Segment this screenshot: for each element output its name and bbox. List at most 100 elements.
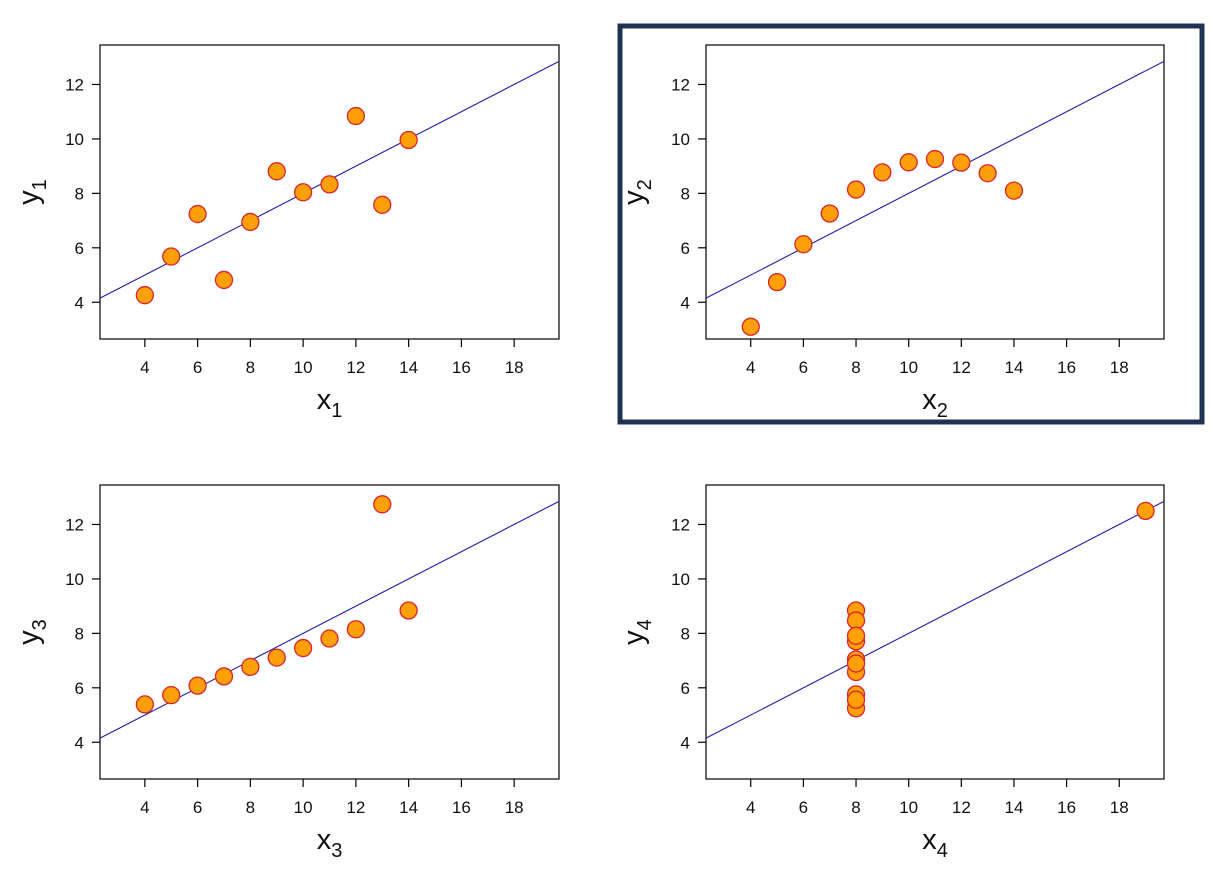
y-axis-label-subscript: 4: [634, 619, 656, 630]
data-point: [241, 657, 260, 676]
data-point: [293, 183, 313, 202]
data-point: [873, 163, 892, 182]
x-tick-label: 4: [140, 358, 149, 377]
y-tick-label: 8: [75, 184, 84, 203]
x-tick-label: 12: [952, 358, 971, 377]
x-tick-label: 10: [899, 358, 918, 377]
data-point: [373, 195, 392, 214]
x-tick-label: 8: [851, 798, 860, 817]
x-tick-label: 4: [140, 798, 149, 817]
regression-line: [705, 60, 1165, 299]
x-axis-label-main: x: [922, 384, 937, 416]
x-axis-label-subscript: 1: [331, 400, 342, 422]
y-tick-label: 4: [75, 733, 84, 752]
y-tick-label: 12: [65, 75, 84, 94]
data-point: [214, 667, 234, 686]
x-tick-label: 16: [452, 798, 471, 817]
x-tick-label: 14: [1005, 358, 1024, 377]
data-point: [188, 676, 207, 695]
x-tick-label: 14: [399, 358, 418, 377]
x-tick-label: 14: [1005, 798, 1024, 817]
x-tick-label: 6: [799, 798, 808, 817]
y-axis-label-main: y: [13, 190, 45, 205]
x-axis-label-subscript: 2: [937, 400, 948, 422]
y-tick-label: 8: [681, 624, 690, 643]
y-axis-label-subscript: 3: [29, 619, 51, 630]
y-axis-label: y2: [618, 179, 656, 205]
x-axis-label-main: x: [317, 824, 332, 856]
x-axis-label-subscript: 3: [331, 840, 342, 862]
data-point: [820, 204, 839, 223]
y-tick-label: 6: [681, 239, 690, 258]
plot-frame: [705, 44, 1165, 340]
x-tick-label: 8: [246, 798, 255, 817]
plot-frame: [99, 484, 560, 780]
x-tick-label: 12: [346, 798, 365, 817]
y-tick-label: 12: [671, 515, 690, 534]
data-point: [320, 629, 339, 648]
data-point: [267, 648, 286, 667]
data-point: [952, 153, 971, 172]
y-tick-label: 8: [681, 184, 690, 203]
x-tick-label: 16: [1057, 358, 1076, 377]
y-tick-label: 12: [671, 75, 690, 94]
data-point: [214, 270, 234, 290]
data-point: [399, 130, 418, 150]
x-tick-label: 8: [851, 358, 860, 377]
data-point: [373, 495, 392, 514]
y-tick-label: 10: [671, 130, 690, 149]
data-point: [241, 212, 260, 232]
y-tick-label: 10: [65, 570, 84, 589]
data-point: [846, 180, 866, 199]
data-point: [346, 620, 366, 639]
data-point: [767, 272, 787, 292]
data-point: [741, 317, 760, 336]
data-point: [188, 204, 207, 224]
data-point: [346, 106, 366, 126]
data-point: [293, 638, 313, 658]
x-axis-label-main: x: [317, 384, 332, 416]
y-tick-label: 4: [681, 293, 690, 312]
x-axis-label: x4: [922, 824, 948, 862]
data-point: [135, 695, 154, 714]
data-point: [135, 286, 154, 305]
y-tick-label: 4: [75, 293, 84, 312]
data-point: [846, 690, 866, 709]
plot-frame: [99, 44, 560, 340]
x-axis-label: x2: [922, 384, 948, 422]
data-point: [399, 601, 418, 620]
regression-line: [705, 500, 1165, 739]
selected-panel-highlight: [617, 23, 1205, 425]
x-tick-label: 10: [294, 798, 313, 817]
data-point: [794, 235, 813, 254]
data-point: [1004, 181, 1024, 200]
x-axis-label-subscript: 4: [937, 840, 948, 862]
x-axis-label-main: x: [922, 824, 937, 856]
x-tick-label: 6: [193, 358, 202, 377]
x-tick-label: 18: [505, 358, 524, 377]
data-point: [267, 162, 286, 181]
y-axis-label-subscript: 2: [634, 179, 656, 190]
y-tick-label: 8: [75, 624, 84, 643]
data-point: [846, 654, 866, 673]
data-point: [899, 153, 918, 172]
x-axis-label: x1: [317, 384, 343, 422]
x-tick-label: 16: [1057, 798, 1076, 817]
y-axis-label-main: y: [13, 630, 45, 645]
x-tick-label: 8: [246, 358, 255, 377]
x-tick-label: 4: [746, 798, 755, 817]
y-tick-label: 10: [671, 570, 690, 589]
y-axis-label-main: y: [618, 630, 650, 645]
data-point: [162, 686, 181, 705]
data-point: [162, 247, 181, 266]
x-tick-label: 18: [1110, 798, 1129, 817]
plot-frame: [705, 484, 1165, 780]
data-point: [320, 175, 339, 194]
x-tick-label: 18: [1110, 358, 1129, 377]
x-tick-label: 12: [346, 358, 365, 377]
data-point: [846, 611, 866, 630]
y-tick-label: 4: [681, 733, 690, 752]
